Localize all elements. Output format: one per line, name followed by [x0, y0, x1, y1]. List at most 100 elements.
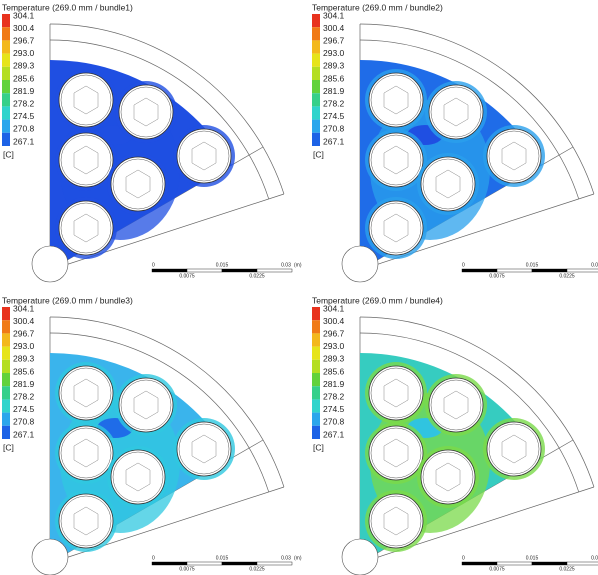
- legend-unit: [C]: [313, 149, 324, 159]
- legend-swatch: [312, 93, 320, 106]
- legend-label: 267.1: [13, 429, 35, 439]
- scale-label: 0.0075: [179, 566, 195, 572]
- legend-swatch: [312, 426, 320, 439]
- legend-swatch: [312, 40, 320, 53]
- rod: [369, 201, 423, 255]
- legend-label: 296.7: [323, 35, 345, 45]
- legend-swatch: [2, 133, 10, 146]
- legend-swatch: [2, 426, 10, 439]
- scale-label: 0.03: [591, 555, 598, 561]
- legend-label: 270.8: [323, 124, 345, 134]
- legend-swatch: [312, 333, 320, 346]
- legend-swatch: [2, 320, 10, 333]
- legend-swatch: [312, 320, 320, 333]
- legend-swatch: [2, 27, 10, 40]
- legend-swatch: [312, 373, 320, 386]
- scale-label: (m): [294, 262, 302, 268]
- scale-label: 0: [462, 262, 465, 268]
- legend-label: 300.4: [323, 316, 345, 326]
- rod: [421, 157, 475, 211]
- legend-swatch: [312, 133, 320, 146]
- legend-unit: [C]: [3, 149, 14, 159]
- legend-swatch: [2, 399, 10, 412]
- scale-label: 0.015: [216, 262, 229, 268]
- legend-label: 267.1: [13, 136, 35, 146]
- legend-label: 274.5: [13, 404, 35, 414]
- legend-label: 285.6: [13, 366, 35, 376]
- legend-swatch: [312, 27, 320, 40]
- legend-swatch: [312, 347, 320, 360]
- legend-swatch: [2, 333, 10, 346]
- legend-label: 274.5: [13, 111, 35, 121]
- legend-label: 289.3: [323, 354, 345, 364]
- legend-swatch: [312, 413, 320, 426]
- legend-label: 289.3: [13, 354, 35, 364]
- scale-label: 0.0225: [559, 566, 575, 572]
- rod: [369, 426, 423, 480]
- legend-label: 289.3: [13, 61, 35, 71]
- legend-label: 267.1: [323, 136, 345, 146]
- scale-label: 0.015: [526, 262, 539, 268]
- scale-segment: [187, 562, 222, 565]
- rod: [487, 129, 541, 183]
- legend-swatch: [312, 14, 320, 27]
- partial-rod: [342, 246, 378, 282]
- legend-label: 296.7: [323, 328, 345, 338]
- partial-rod: [32, 246, 68, 282]
- legend-label: 300.4: [13, 23, 35, 33]
- scale-label: 0.03: [281, 262, 291, 268]
- scale-label: 0.0075: [179, 273, 195, 279]
- legend-label: 304.1: [13, 10, 35, 20]
- legend-unit: [C]: [3, 442, 14, 452]
- rod: [59, 426, 113, 480]
- scale-segment: [567, 269, 598, 272]
- legend-swatch: [312, 360, 320, 373]
- scale-segment: [497, 269, 532, 272]
- legend-label: 281.9: [13, 379, 35, 389]
- legend-swatch: [312, 54, 320, 67]
- legend-swatch: [2, 413, 10, 426]
- legend-label: 304.1: [13, 303, 35, 313]
- rod: [111, 157, 165, 211]
- legend-label: 293.0: [323, 341, 345, 351]
- legend-swatch: [2, 67, 10, 80]
- rod: [369, 494, 423, 548]
- rod: [369, 73, 423, 127]
- rod: [177, 422, 231, 476]
- legend-label: 285.6: [323, 73, 345, 83]
- legend-swatch: [312, 106, 320, 119]
- legend-label: 285.6: [13, 73, 35, 83]
- scale-label: 0.0075: [489, 273, 505, 279]
- legend-label: 281.9: [323, 379, 345, 389]
- scale-segment: [152, 562, 187, 565]
- scale-segment: [497, 562, 532, 565]
- legend-label: 293.0: [13, 48, 35, 58]
- legend-swatch: [2, 386, 10, 399]
- legend-label: 304.1: [323, 303, 345, 313]
- scale-label: 0.0075: [489, 566, 505, 572]
- rod: [369, 366, 423, 420]
- legend-swatch: [2, 93, 10, 106]
- legend-swatch: [2, 14, 10, 27]
- legend-label: 296.7: [13, 328, 35, 338]
- legend-label: 278.2: [13, 98, 35, 108]
- legend-swatch: [2, 360, 10, 373]
- legend-swatch: [2, 120, 10, 133]
- legend-swatch: [2, 373, 10, 386]
- legend-label: 281.9: [323, 86, 345, 96]
- scale-label: (m): [294, 555, 302, 561]
- scale-segment: [257, 562, 292, 565]
- rod: [421, 450, 475, 504]
- legend-label: 270.8: [13, 124, 35, 134]
- rod: [369, 133, 423, 187]
- rod: [119, 85, 173, 139]
- scale-label: 0.03: [591, 262, 598, 268]
- rod: [177, 129, 231, 183]
- rod: [429, 85, 483, 139]
- scale-segment: [462, 269, 497, 272]
- legend-swatch: [312, 80, 320, 93]
- contour-figure: Temperature (269.0 mm / bundle1)304.1300…: [0, 0, 598, 575]
- legend-swatch: [2, 307, 10, 320]
- scale-label: 0.015: [216, 555, 229, 561]
- scale-segment: [532, 269, 567, 272]
